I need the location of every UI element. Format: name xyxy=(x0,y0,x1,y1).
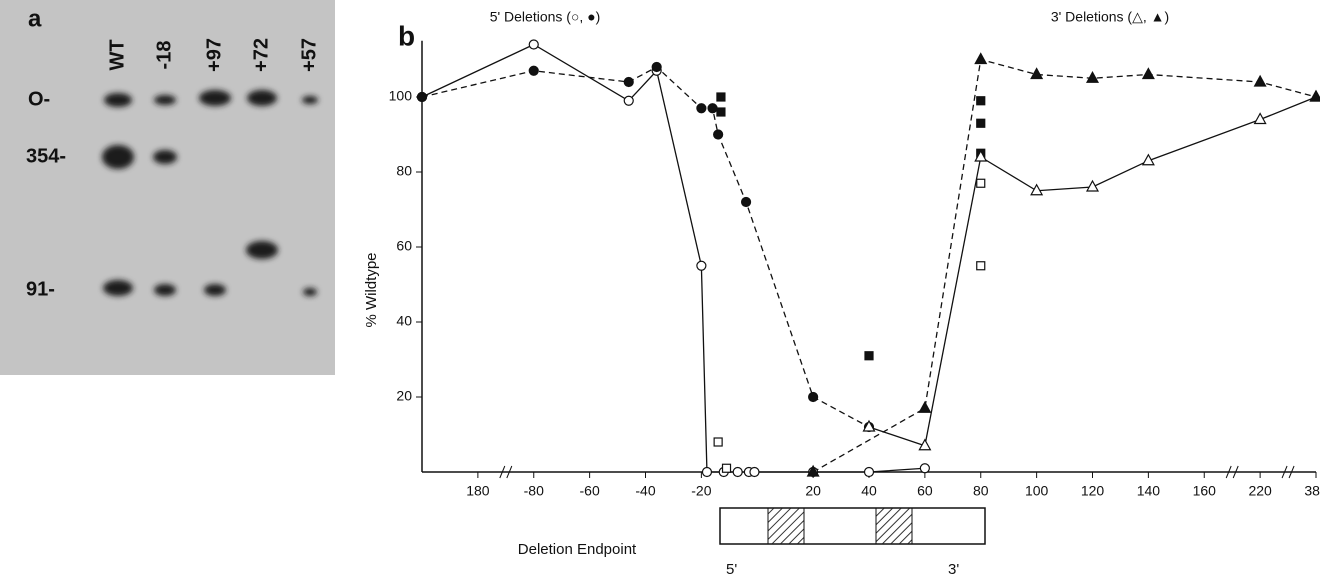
data-point xyxy=(624,96,633,105)
x-tick-label: -60 xyxy=(580,483,600,499)
lane-label: -18 xyxy=(153,41,175,70)
y-tick-label: 60 xyxy=(396,238,412,254)
y-tick-label: 80 xyxy=(396,163,412,179)
data-point xyxy=(418,93,427,102)
data-point xyxy=(1143,69,1154,79)
x-tick-label: 180 xyxy=(466,483,490,499)
y-tick-label: 20 xyxy=(396,388,412,404)
chart-subtitle: 3' Deletions (△, ▲) xyxy=(1051,9,1169,25)
data-point xyxy=(702,468,711,477)
data-point xyxy=(920,464,929,473)
data-point xyxy=(723,464,731,472)
x-tick-label: 60 xyxy=(917,483,933,499)
series-line xyxy=(422,45,925,473)
gene-diagram: 5' 3' xyxy=(720,508,985,578)
lane-label: WT xyxy=(106,39,128,70)
gel-panel: a WT -18 +97 +72 +57 O- 354- 91- xyxy=(0,0,335,375)
data-point xyxy=(977,119,985,127)
data-point xyxy=(697,104,706,113)
panel-label: a xyxy=(28,5,42,32)
data-point xyxy=(1087,72,1098,82)
data-point xyxy=(652,63,661,72)
data-point xyxy=(975,54,986,64)
end-label: 5' xyxy=(726,561,737,578)
lane-label: +57 xyxy=(298,38,320,72)
data-point xyxy=(529,66,538,75)
x-tick-label: 160 xyxy=(1193,483,1217,499)
data-point xyxy=(1087,181,1098,191)
x-tick-label: 120 xyxy=(1081,483,1105,499)
data-point xyxy=(1255,76,1266,86)
data-point xyxy=(865,468,874,477)
data-point xyxy=(714,438,722,446)
x-tick-label: 40 xyxy=(861,483,877,499)
y-tick-label: 40 xyxy=(396,313,412,329)
x-tick-label: 20 xyxy=(805,483,821,499)
data-point xyxy=(624,78,633,87)
y-axis-label: % Wildtype xyxy=(363,252,380,327)
gene-element xyxy=(876,508,912,544)
gene-box xyxy=(720,508,985,544)
data-point xyxy=(865,352,873,360)
data-point xyxy=(708,104,717,113)
x-tick-label: 80 xyxy=(973,483,989,499)
data-point xyxy=(697,261,706,270)
data-point xyxy=(977,262,985,270)
x-tick-label: 220 xyxy=(1248,483,1272,499)
data-point xyxy=(750,468,759,477)
band-label: O- xyxy=(28,88,50,110)
x-tick-label: 100 xyxy=(1025,483,1049,499)
data-point xyxy=(742,198,751,207)
band-label: 91- xyxy=(26,278,55,300)
band-label: 354- xyxy=(26,145,66,167)
data-point xyxy=(1311,91,1320,101)
data-point xyxy=(919,402,930,412)
data-point xyxy=(1031,185,1042,195)
x-tick-label: 380 xyxy=(1304,483,1320,499)
data-point xyxy=(809,393,818,402)
x-axis-label: Deletion Endpoint xyxy=(518,541,637,558)
gene-element xyxy=(768,508,804,544)
end-label: 3' xyxy=(948,561,959,578)
data-point xyxy=(529,40,538,49)
lane-label: +97 xyxy=(203,38,225,72)
x-tick-label: 140 xyxy=(1137,483,1161,499)
series-line xyxy=(422,67,869,427)
series-line xyxy=(813,60,1316,473)
data-point xyxy=(717,93,725,101)
y-tick-label: 100 xyxy=(389,88,413,104)
data-point xyxy=(977,97,985,105)
data-point xyxy=(733,468,742,477)
lane-label: +72 xyxy=(250,38,272,72)
x-tick-label: -20 xyxy=(691,483,711,499)
data-point xyxy=(717,108,725,116)
data-point xyxy=(714,130,723,139)
figure: a WT -18 +97 +72 +57 O- 354- 91- b 5' Deleti… xyxy=(0,0,1320,580)
x-tick-label: -80 xyxy=(524,483,544,499)
data-point xyxy=(977,179,985,187)
chart-subtitle: 5' Deletions (○, ●) xyxy=(490,9,601,25)
x-tick-label: -40 xyxy=(635,483,655,499)
series-line xyxy=(869,97,1316,446)
panel-label: b xyxy=(398,20,415,51)
